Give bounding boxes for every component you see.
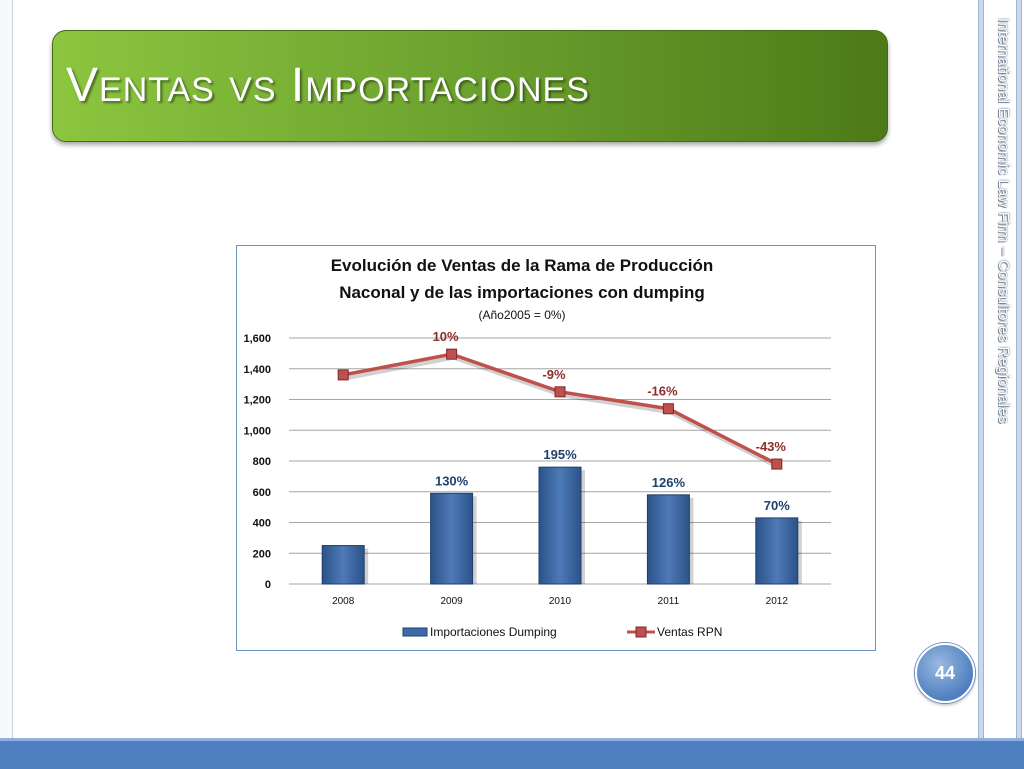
line-marker-2012 bbox=[771, 458, 783, 470]
title-banner bbox=[52, 30, 888, 142]
y-tick-label: 800 bbox=[253, 456, 271, 468]
bar-importaciones-2011 bbox=[646, 494, 690, 585]
y-tick-label: 0 bbox=[265, 579, 271, 591]
y-tick-label: 200 bbox=[253, 548, 271, 560]
chart-frame: Evolución de Ventas de la Rama de Produc… bbox=[236, 245, 876, 651]
bottom-bar bbox=[0, 738, 1024, 769]
y-axis: 0 200 400 600 800 1,000 1,200 1,400 1,600 bbox=[243, 333, 271, 591]
bar-importaciones-2010 bbox=[538, 466, 582, 585]
y-tick-label: 600 bbox=[253, 487, 271, 499]
chart-title-line2: Naconal y de las importaciones con dumpi… bbox=[339, 283, 705, 302]
legend-label-line: Ventas RPN bbox=[657, 625, 722, 639]
line-marker-2008 bbox=[337, 369, 349, 381]
y-tick-label: 1,200 bbox=[243, 395, 271, 407]
bar-data-label: 130% bbox=[435, 473, 469, 488]
line-labels: 10% -9% -16% -43% bbox=[433, 329, 787, 454]
bar-importaciones-2008 bbox=[321, 545, 365, 585]
y-tick-label: 1,000 bbox=[243, 425, 271, 437]
slide-title: Ventas vs Importaciones bbox=[66, 59, 590, 112]
y-tick-label: 1,600 bbox=[243, 333, 271, 345]
rail-line bbox=[1016, 0, 1022, 738]
bottom-bar-highlight bbox=[0, 738, 1024, 741]
x-tick-label: 2008 bbox=[332, 596, 355, 607]
line-data-label: -43% bbox=[756, 439, 787, 454]
left-edge bbox=[0, 0, 13, 738]
bar-labels: 130% 195% 126% 70% bbox=[435, 447, 790, 513]
y-tick-label: 1,400 bbox=[243, 364, 271, 376]
page-number-badge: 44 bbox=[915, 643, 975, 703]
legend-swatch-bar bbox=[402, 627, 428, 637]
legend-label-bar: Importaciones Dumping bbox=[430, 625, 557, 639]
line-marker-2010 bbox=[554, 386, 566, 398]
bar-importaciones-2012 bbox=[755, 517, 799, 585]
bar-importaciones-2009 bbox=[430, 492, 474, 585]
x-tick-label: 2009 bbox=[440, 596, 463, 607]
bar-data-label: 70% bbox=[764, 498, 790, 513]
bar-series bbox=[321, 466, 802, 585]
line-data-label: 10% bbox=[433, 329, 459, 344]
x-tick-label: 2012 bbox=[766, 596, 789, 607]
y-tick-label: 400 bbox=[253, 518, 271, 530]
legend-swatch-marker bbox=[635, 626, 647, 638]
line-marker-2011 bbox=[662, 403, 674, 415]
x-axis: 2008 2009 2010 2011 2012 bbox=[332, 596, 788, 607]
chart-subtitle: (Año2005 = 0%) bbox=[478, 308, 565, 322]
chart: Evolución de Ventas de la Rama de Produc… bbox=[243, 256, 831, 639]
rail-line bbox=[978, 0, 984, 738]
chart-title-line1: Evolución de Ventas de la Rama de Produc… bbox=[331, 256, 714, 275]
x-tick-label: 2010 bbox=[549, 596, 572, 607]
legend: Importaciones Dumping Ventas RPN bbox=[402, 625, 722, 639]
line-marker-2009 bbox=[446, 348, 458, 360]
line-series bbox=[337, 348, 783, 470]
x-tick-label: 2011 bbox=[658, 596, 680, 607]
line-data-label: -16% bbox=[647, 384, 678, 399]
bar-data-label: 126% bbox=[652, 475, 686, 490]
bar-data-label: 195% bbox=[543, 447, 577, 462]
side-footer-text: International Economic Law Firm – Consul… bbox=[995, 18, 1012, 424]
line-data-label: -9% bbox=[542, 367, 566, 382]
